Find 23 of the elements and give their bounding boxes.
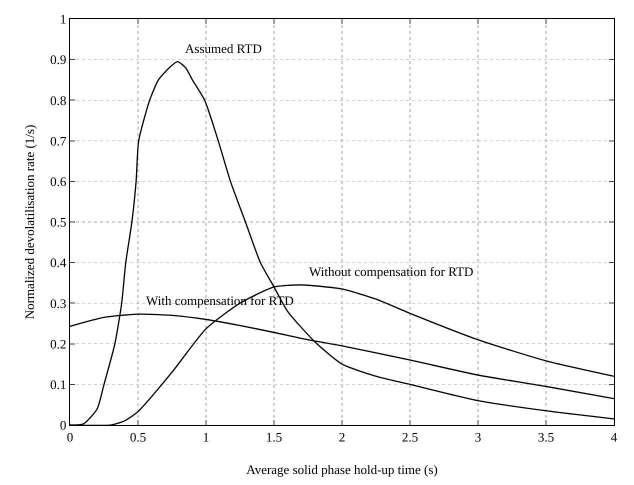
y-tick-label: 0 xyxy=(60,418,66,433)
x-tick-label: 3.5 xyxy=(538,430,554,445)
x-tick-label: 0.5 xyxy=(130,430,146,445)
y-tick-label: 0.7 xyxy=(50,133,67,148)
series-label: Assumed RTD xyxy=(185,41,262,56)
y-tick-label: 0.1 xyxy=(50,376,66,392)
y-tick-label: 1 xyxy=(60,12,66,27)
y-tick-label: 0.4 xyxy=(50,255,67,270)
x-tick-label: 1.5 xyxy=(266,430,282,445)
x-tick-label: 4 xyxy=(610,430,618,445)
y-tick-label: 0.3 xyxy=(50,296,66,311)
y-axis-title: Normalized devolatilisation rate (1/s) xyxy=(22,124,37,320)
x-tick-label: 2 xyxy=(338,430,346,445)
y-tick-label: 0.8 xyxy=(50,92,66,108)
x-axis-title: Average solid phase hold-up time (s) xyxy=(246,462,438,477)
x-tick-label: 1 xyxy=(202,430,210,445)
y-tick-label: 0.9 xyxy=(50,52,66,68)
y-tick-label: 0.2 xyxy=(50,336,66,352)
x-tick-label: 2.5 xyxy=(402,430,418,445)
y-tick-label: 0.6 xyxy=(50,174,67,189)
y-tick-label: 0.5 xyxy=(50,214,66,230)
series-label: Without compensation for RTD xyxy=(309,264,474,279)
x-tick-label: 3 xyxy=(474,430,482,445)
